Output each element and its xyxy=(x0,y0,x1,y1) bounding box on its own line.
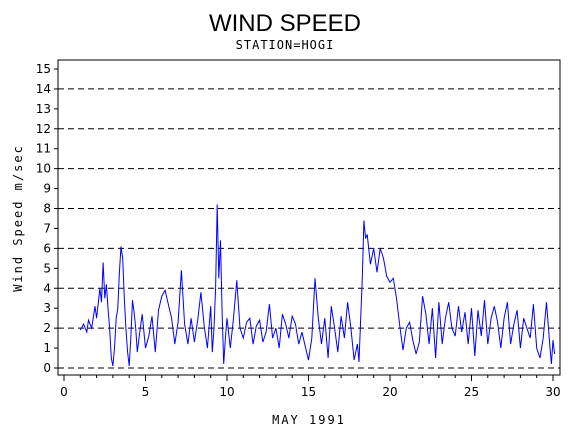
y-tick-label-2: 2 xyxy=(43,321,51,335)
y-tick-label-1: 1 xyxy=(43,341,51,355)
y-tick-label-4: 4 xyxy=(43,281,51,295)
x-tick-label-20: 20 xyxy=(382,385,397,399)
chart-title: WIND SPEED xyxy=(209,10,361,37)
y-tick-label-5: 5 xyxy=(43,261,51,275)
y-tick-label-15: 15 xyxy=(36,62,51,76)
y-tick-label-14: 14 xyxy=(36,82,51,96)
x-tick-label-30: 30 xyxy=(545,385,560,399)
y-tick-label-3: 3 xyxy=(43,301,51,315)
y-tick-label-11: 11 xyxy=(36,142,51,156)
x-tick-label-10: 10 xyxy=(219,385,234,399)
x-axis: 0 5 10 15 20 25 30 xyxy=(60,375,561,399)
y-tick-label-8: 8 xyxy=(43,202,51,216)
y-tick-label-9: 9 xyxy=(43,182,51,196)
x-tick-label-25: 25 xyxy=(464,385,479,399)
y-tick-label-0: 0 xyxy=(43,361,51,375)
wind-speed-series-line xyxy=(79,204,556,367)
y-tick-label-7: 7 xyxy=(43,221,51,235)
x-axis-label: MAY 1991 xyxy=(272,413,346,427)
y-tick-label-13: 13 xyxy=(36,102,51,116)
y-tick-label-10: 10 xyxy=(36,162,51,176)
chart-subtitle: STATION=HOGI xyxy=(236,38,335,52)
y-axis-label: Wind Speed m/sec xyxy=(11,144,25,292)
y-tick-label-6: 6 xyxy=(43,241,51,255)
reference-lines xyxy=(58,88,560,369)
x-tick-label-15: 15 xyxy=(301,385,316,399)
x-tick-label-0: 0 xyxy=(60,385,68,399)
y-tick-label-12: 12 xyxy=(36,122,51,136)
x-tick-label-5: 5 xyxy=(142,385,150,399)
